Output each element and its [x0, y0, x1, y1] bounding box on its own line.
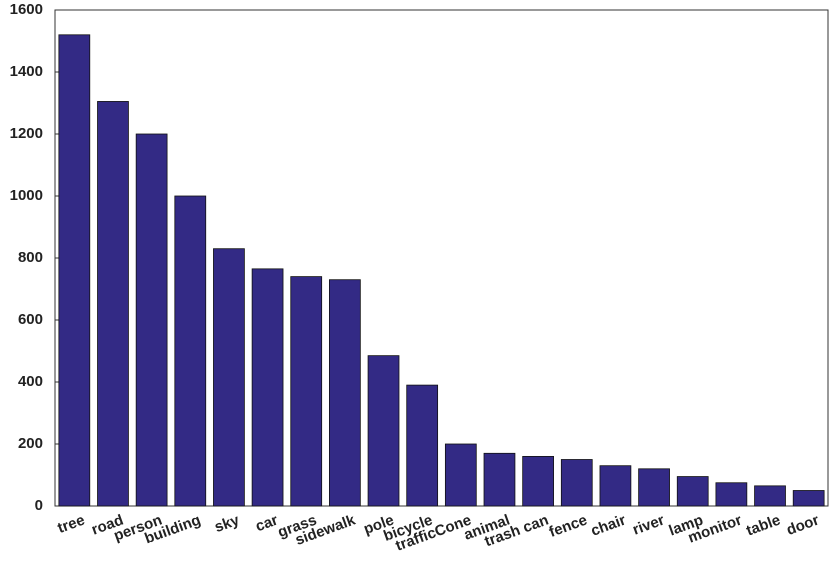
x-tick-label: fence — [547, 512, 590, 541]
y-tick-label: 200 — [18, 435, 43, 452]
bar — [406, 384, 439, 507]
bar — [676, 476, 709, 507]
x-tick-label: tree — [55, 512, 87, 537]
bar — [522, 455, 554, 507]
bar — [483, 452, 516, 507]
y-tick-label: 800 — [18, 249, 43, 266]
bar — [444, 443, 477, 507]
y-tick-label: 1000 — [10, 187, 43, 204]
bar — [290, 276, 323, 507]
bar — [599, 465, 632, 507]
x-tick-label: table — [744, 512, 783, 540]
y-tick-label: 1400 — [10, 63, 43, 80]
bar — [213, 248, 245, 507]
bar — [329, 279, 361, 507]
bar — [367, 355, 400, 507]
bar — [638, 468, 670, 507]
bar — [251, 268, 284, 507]
bar — [560, 459, 593, 507]
bar — [97, 101, 129, 507]
y-tick-label: 1600 — [10, 1, 43, 18]
y-tick-label: 600 — [18, 311, 43, 328]
y-tick-label: 1200 — [10, 125, 43, 142]
bar — [792, 490, 825, 507]
x-tick-label: sky — [212, 511, 242, 536]
y-tick-label: 400 — [18, 373, 43, 390]
y-tick-label: 0 — [35, 497, 43, 514]
x-tick-label: chair — [589, 511, 629, 539]
bar — [715, 482, 748, 507]
plot-frame — [54, 9, 829, 507]
bar — [754, 485, 786, 507]
bar — [174, 195, 207, 507]
x-tick-label: river — [630, 511, 667, 538]
bar — [135, 133, 168, 507]
x-tick-label: car — [253, 511, 280, 535]
x-tick-label: door — [784, 511, 821, 538]
bar — [58, 34, 91, 507]
